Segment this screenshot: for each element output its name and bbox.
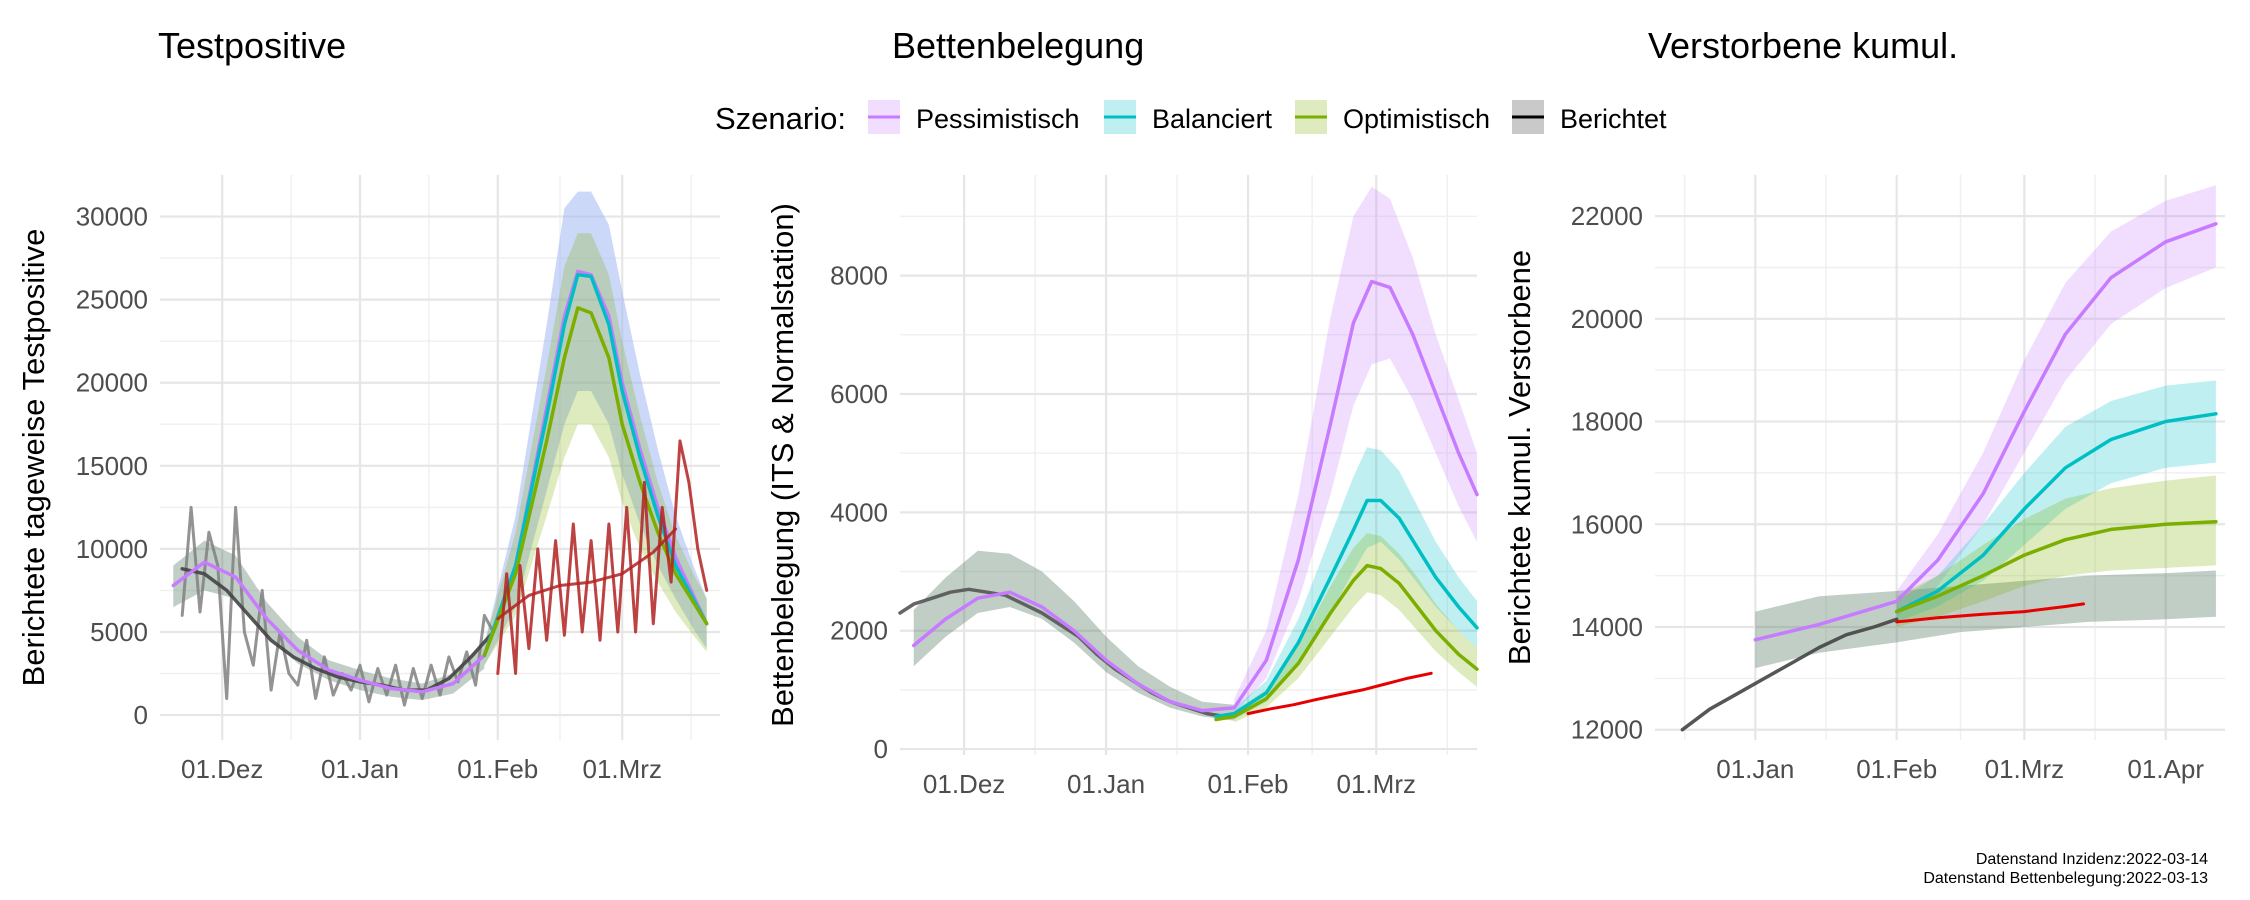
legend: Szenario: Pessimistisch Balanciert Optim…: [715, 100, 1667, 136]
legend-key-berichtet: [1512, 100, 1544, 134]
y-tick-label: 5000: [90, 617, 148, 647]
band-optimistisch: [1896, 475, 2216, 627]
legend-key-balanciert: [1104, 100, 1136, 134]
series-line-optimistisch: [1214, 563, 1479, 722]
series-line-pessimistisch: [911, 279, 1479, 713]
band-pessimistisch: [1896, 185, 2216, 617]
band-optimistisch: [484, 233, 707, 666]
band-berichtet: [1755, 570, 2216, 669]
y-tick-label: 22000: [1571, 201, 1643, 231]
panel-title: Testpositive: [158, 25, 346, 66]
band-optimistisch: [1234, 533, 1477, 723]
x-tick-label: 01.Feb: [457, 754, 538, 784]
series-line-balanciert: [482, 272, 709, 658]
y-axis-title: Berichtete kumul. Verstorbene: [1502, 250, 1537, 665]
series-line-optimistisch: [1894, 519, 2218, 614]
band-berichtet: [913, 550, 1235, 721]
series-line-neu-berichtet: [1246, 671, 1433, 716]
y-tick-label: 16000: [1571, 509, 1643, 539]
x-tick-label: 01.Feb: [1856, 754, 1937, 784]
band-pessimistisch: [1234, 186, 1477, 714]
series-line-berichtet-raw: [180, 505, 495, 707]
band-balanciert: [1234, 447, 1477, 720]
panel-1: 0 5000 10000 15000 20000 25000 30000 01.Dez 01.J…: [16, 25, 720, 784]
legend-title: Szenario:: [715, 101, 846, 136]
y-tick-label: 18000: [1571, 407, 1643, 437]
series-line-balanciert: [1894, 412, 2218, 614]
y-tick-label: 25000: [76, 285, 148, 315]
x-tick-label: 01.Jan: [1716, 754, 1794, 784]
band-pessimistisch: [484, 191, 707, 666]
x-tick-label: 01.Mrz: [1337, 769, 1416, 799]
y-tick-label: 0: [874, 734, 888, 764]
y-tick-label: 14000: [1571, 612, 1643, 642]
legend-label-balanciert: Balanciert: [1152, 104, 1273, 134]
y-tick-label: 8000: [830, 261, 888, 291]
series-line-balanciert: [1214, 498, 1479, 719]
y-tick-label: 20000: [1571, 304, 1643, 334]
series-line-neu-berichtet: [1895, 602, 2086, 624]
caption-bettenbelegung: Datenstand Bettenbelegung:2022-03-13: [1923, 870, 2208, 887]
x-tick-label: 01.Jan: [321, 754, 399, 784]
caption-inzidenz: Datenstand Inzidenz:2022-03-14: [1976, 851, 2208, 868]
y-tick-label: 0: [134, 700, 148, 730]
y-tick-label: 12000: [1571, 715, 1643, 745]
series-line-optimistisch: [482, 306, 709, 658]
x-tick-label: 01.Mrz: [582, 754, 661, 784]
legend-label-pessimistisch: Pessimistisch: [916, 104, 1080, 134]
panel-3: 12000 14000 16000 18000 20000 22000 01.Jan 01.F…: [1502, 25, 2225, 784]
y-tick-label: 20000: [76, 368, 148, 398]
y-tick-label: 30000: [76, 202, 148, 232]
legend-label-optimistisch: Optimistisch: [1343, 104, 1490, 134]
y-tick-label: 2000: [830, 616, 888, 646]
y-axis-title: Berichtete tageweise Testpositive: [16, 229, 51, 687]
x-tick-label: 01.Feb: [1208, 769, 1289, 799]
y-axis-title: Bettenbelegung (ITS & Normalstation): [765, 203, 800, 727]
series-line-berichtet: [1680, 617, 1899, 732]
x-tick-label: 01.Dez: [181, 754, 263, 784]
legend-key-pessimistisch: [868, 100, 900, 134]
panel-title: Verstorbene kumul.: [1648, 25, 1958, 66]
y-tick-label: 15000: [76, 451, 148, 481]
series-line-berichtet-smooth: [180, 567, 496, 692]
x-tick-label: 01.Apr: [2127, 754, 2204, 784]
series-line-neu-berichtet-smooth: [496, 527, 678, 621]
x-tick-label: 01.Jan: [1067, 769, 1145, 799]
x-tick-label: 01.Mrz: [1985, 754, 2064, 784]
y-tick-label: 6000: [830, 379, 888, 409]
band-berichtet: [173, 540, 485, 701]
legend-key-optimistisch: [1295, 100, 1327, 134]
panel-2: 0 2000 4000 6000 8000 01.Dez 01.Jan 01.Feb 01.Mr…: [765, 25, 1479, 799]
y-tick-label: 4000: [830, 497, 888, 527]
y-tick-label: 10000: [76, 534, 148, 564]
series-line-neu-berichtet-raw: [496, 439, 709, 675]
legend-label-berichtet: Berichtet: [1560, 104, 1667, 134]
x-tick-label: 01.Dez: [923, 769, 1005, 799]
series-line-pessimistisch: [1753, 222, 2218, 642]
panel-title: Bettenbelegung: [892, 25, 1144, 66]
